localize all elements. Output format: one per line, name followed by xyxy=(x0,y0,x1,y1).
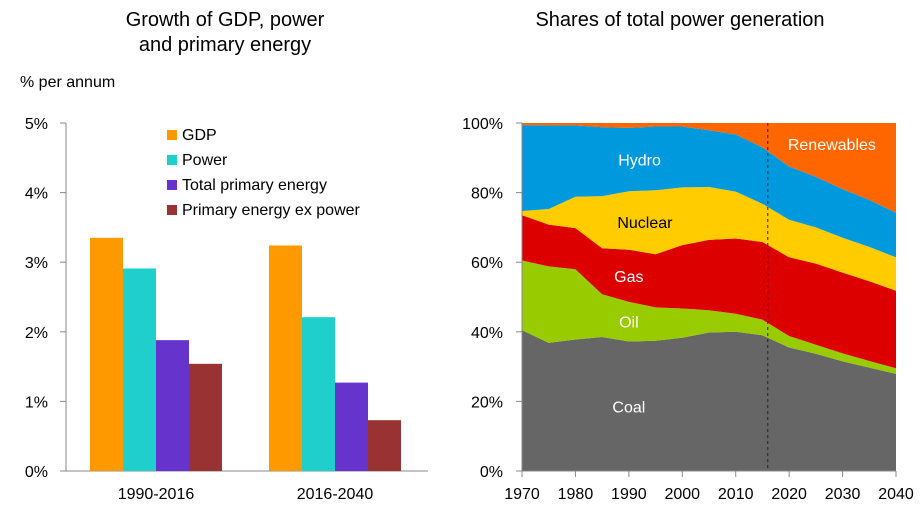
bar-gdp-1990-2016 xyxy=(90,237,123,471)
y-tick-label: 0% xyxy=(480,464,503,481)
x-tick-label: 2030 xyxy=(825,486,861,503)
x-tick-label: 2020 xyxy=(771,486,807,503)
series-label-nuclear: Nuclear xyxy=(617,215,673,232)
legend-swatch-total-primary-energy xyxy=(167,180,177,190)
x-category-label: 2016-2040 xyxy=(297,486,374,503)
y-tick-label: 0% xyxy=(25,464,48,481)
legend-label-gdp: GDP xyxy=(182,127,217,144)
legend-swatch-gdp xyxy=(167,130,177,140)
y-tick-label: 2% xyxy=(25,325,48,342)
area-gas xyxy=(522,215,896,369)
x-category-label: 1990-2016 xyxy=(118,486,195,503)
x-tick-label: 1980 xyxy=(558,486,594,503)
y-tick-label: 1% xyxy=(25,394,48,411)
bar-power-2016-2040 xyxy=(302,317,335,471)
y-tick-label: 60% xyxy=(471,255,503,272)
bar-total-primary-energy-2016-2040 xyxy=(335,382,368,471)
area-coal xyxy=(522,330,896,471)
bar-primary-energy-ex-power-1990-2016 xyxy=(189,363,222,471)
legend-label-power: Power xyxy=(182,152,228,169)
area-nuclear xyxy=(522,187,896,291)
x-tick-label: 1970 xyxy=(504,486,540,503)
series-label-hydro: Hydro xyxy=(618,153,661,170)
area-oil xyxy=(522,260,896,374)
bar-gdp-2016-2040 xyxy=(269,245,302,471)
y-tick-label: 80% xyxy=(471,186,503,203)
legend-label-primary-energy-ex-power: Primary energy ex power xyxy=(182,202,361,219)
bar-total-primary-energy-1990-2016 xyxy=(156,340,189,471)
area-renewables xyxy=(522,123,896,213)
y-tick-label: 20% xyxy=(471,394,503,411)
y-tick-label: 3% xyxy=(25,255,48,272)
right-chart-title: Shares of total power generation xyxy=(535,9,825,31)
y-tick-label: 4% xyxy=(25,186,48,203)
series-label-coal: Coal xyxy=(612,399,645,416)
x-tick-label: 2000 xyxy=(664,486,700,503)
y-tick-label: 5% xyxy=(25,116,48,133)
y-tick-label: 40% xyxy=(471,325,503,342)
left-y-axis-unit-label: % per annum xyxy=(20,74,116,91)
area-hydro xyxy=(522,125,896,258)
legend-swatch-power xyxy=(167,155,177,165)
series-label-oil: Oil xyxy=(619,315,639,332)
bar-power-1990-2016 xyxy=(123,268,156,471)
left-chart-title-line-1: Growth of GDP, power xyxy=(125,9,325,31)
x-tick-label: 1990 xyxy=(611,486,647,503)
x-tick-label: 2040 xyxy=(878,486,914,503)
x-tick-label: 2010 xyxy=(718,486,754,503)
series-label-gas: Gas xyxy=(614,269,643,286)
left-chart-title-line-2: and primary energy xyxy=(138,34,312,56)
y-tick-label: 100% xyxy=(462,116,503,133)
series-label-renewables: Renewables xyxy=(788,137,876,154)
bar-primary-energy-ex-power-2016-2040 xyxy=(368,420,401,471)
legend-label-total-primary-energy: Total primary energy xyxy=(182,177,327,194)
left-chart-title: Growth of GDP, power and primary energy xyxy=(60,8,390,58)
legend-swatch-primary-energy-ex-power xyxy=(167,205,177,215)
